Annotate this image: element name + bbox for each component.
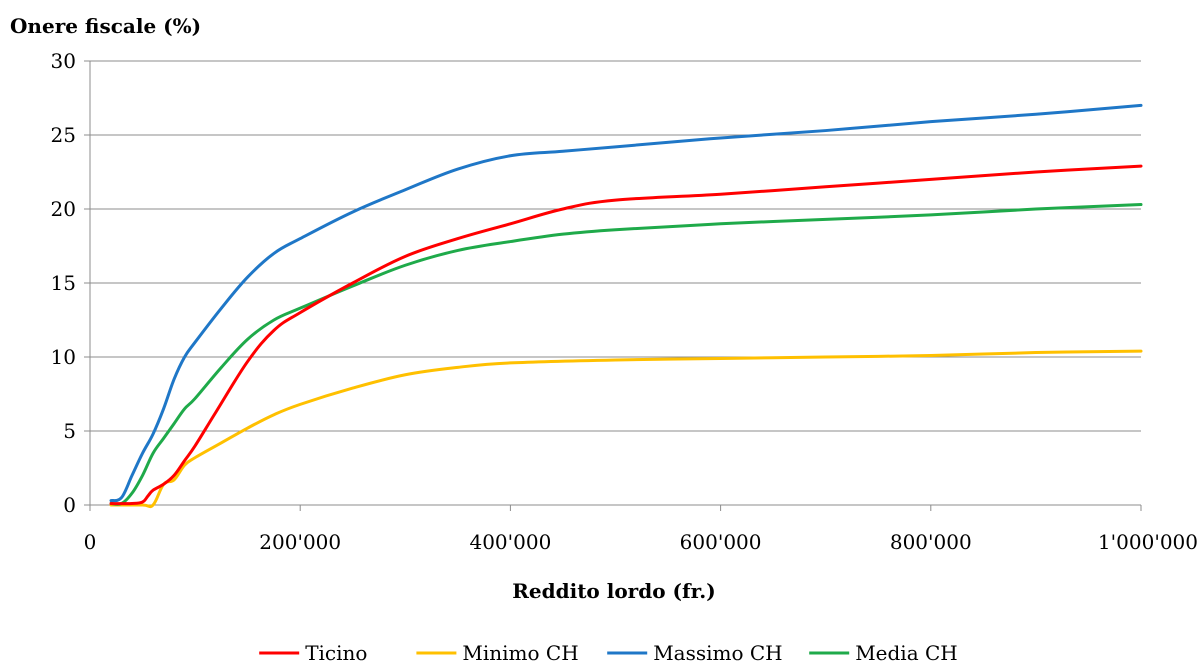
series-line-media-ch xyxy=(109,203,1143,506)
y-axis-title: Onere fiscale (%) xyxy=(10,14,201,38)
x-axis-title: Reddito lordo (fr.) xyxy=(512,579,715,603)
y-tick-label-6: 30 xyxy=(51,49,76,73)
series-line-minimo-ch xyxy=(109,349,1143,509)
x-tick-label-2: 400'000 xyxy=(469,530,551,554)
legend-item-massimo-ch: Massimo CH xyxy=(607,641,783,665)
x-tick-label-4: 800'000 xyxy=(890,530,972,554)
y-tick-label-4: 20 xyxy=(51,197,76,221)
y-tick-labels: 0 5 10 15 20 25 30 xyxy=(51,49,76,517)
y-tick-label-2: 10 xyxy=(51,345,76,369)
legend-label-ticino: Ticino xyxy=(305,641,367,665)
legend-label-massimo-ch: Massimo CH xyxy=(653,641,782,665)
y-tick-label-1: 5 xyxy=(63,419,76,443)
y-tick-label-5: 25 xyxy=(51,123,76,147)
x-tick-label-3: 600'000 xyxy=(680,530,762,554)
x-tick-label-1: 200'000 xyxy=(259,530,341,554)
series-lines xyxy=(109,103,1143,509)
series-line-ticino xyxy=(109,164,1143,506)
axes xyxy=(84,60,1142,511)
x-tick-label-0: 0 xyxy=(84,530,97,554)
legend-label-minimo-ch: Minimo CH xyxy=(462,641,578,665)
grid-lines xyxy=(90,60,1141,432)
legend-item-minimo-ch: Minimo CH xyxy=(416,641,579,665)
legend-label-media-ch: Media CH xyxy=(855,641,958,665)
y-tick-label-0: 0 xyxy=(63,493,76,517)
x-tick-labels: 0 200'000 400'000 600'000 800'000 1'000'000 xyxy=(84,530,1198,554)
legend-item-ticino: Ticino xyxy=(259,641,367,665)
y-tick-label-3: 15 xyxy=(51,271,76,295)
legend-item-media-ch: Media CH xyxy=(809,641,958,665)
series-line-massimo-ch xyxy=(109,103,1143,503)
x-tick-label-5: 1'000'000 xyxy=(1098,530,1198,554)
legend: Ticino Minimo CH Massimo CH Media CH xyxy=(259,641,958,665)
